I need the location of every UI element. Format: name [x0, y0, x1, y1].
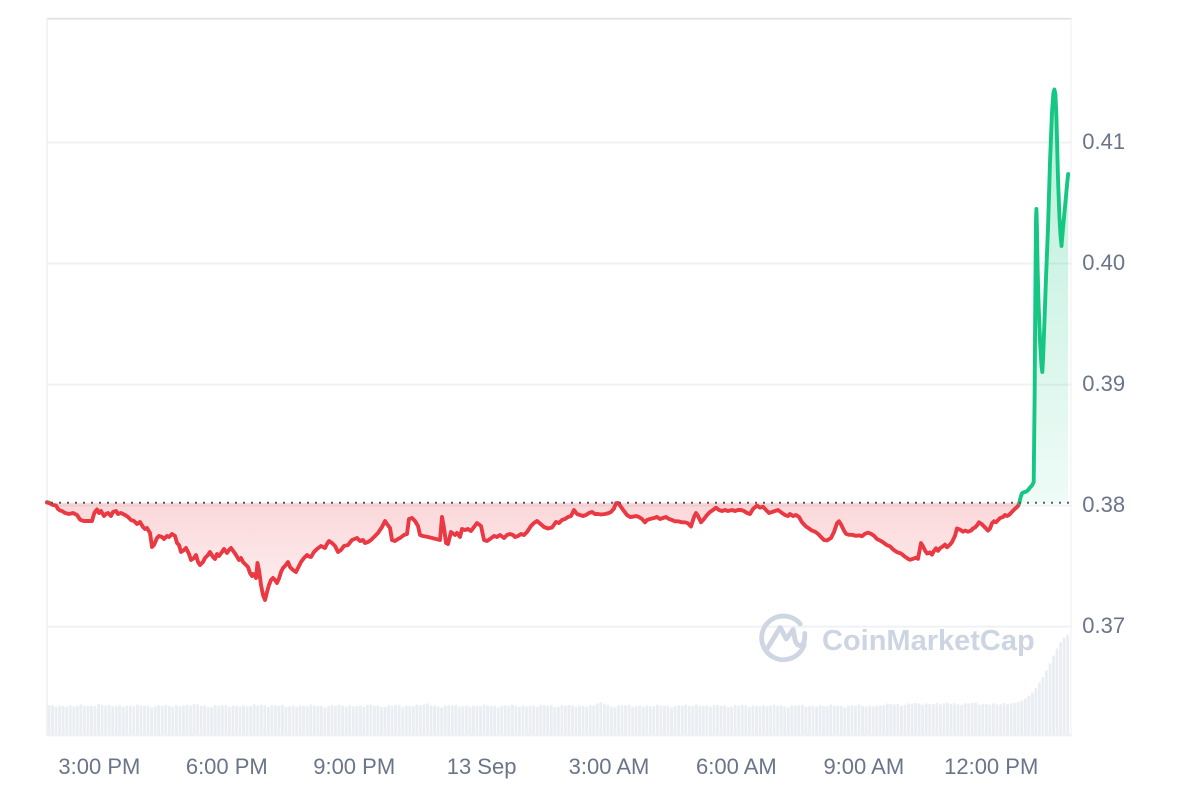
svg-text:0.40: 0.40 — [1082, 250, 1125, 275]
svg-text:3:00 AM: 3:00 AM — [569, 754, 650, 779]
svg-text:6:00 AM: 6:00 AM — [696, 754, 777, 779]
svg-text:13 Sep: 13 Sep — [447, 754, 517, 779]
svg-text:9:00 PM: 9:00 PM — [313, 754, 395, 779]
svg-text:12:00 PM: 12:00 PM — [944, 754, 1038, 779]
svg-text:9:00 AM: 9:00 AM — [823, 754, 904, 779]
svg-text:6:00 PM: 6:00 PM — [186, 754, 268, 779]
svg-text:0.38: 0.38 — [1082, 492, 1125, 517]
svg-text:0.37: 0.37 — [1082, 613, 1125, 638]
svg-text:3:00 PM: 3:00 PM — [58, 754, 140, 779]
svg-text:CoinMarketCap: CoinMarketCap — [822, 625, 1035, 657]
svg-text:0.39: 0.39 — [1082, 371, 1125, 396]
svg-text:0.41: 0.41 — [1082, 129, 1125, 154]
